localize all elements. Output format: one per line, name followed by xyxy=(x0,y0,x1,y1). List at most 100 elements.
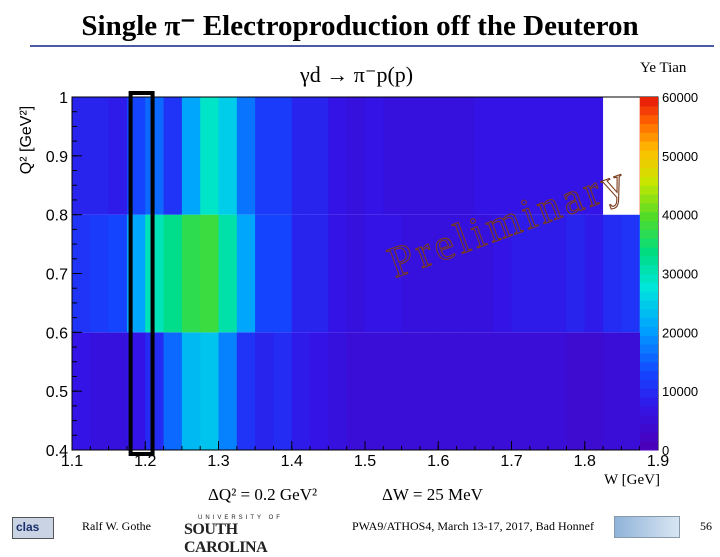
heatmap-cell xyxy=(181,332,201,450)
heatmap-cell xyxy=(621,332,641,450)
colorbar-segment xyxy=(640,335,658,345)
heatmap-cell xyxy=(236,214,256,333)
heatmap-cell xyxy=(383,214,403,333)
heatmap-cell xyxy=(401,332,421,450)
colorbar-segment xyxy=(640,229,658,239)
heatmap-cell xyxy=(529,214,549,333)
heatmap-cell xyxy=(181,97,201,215)
colorbar-segment xyxy=(640,370,658,380)
heatmap-cell xyxy=(365,214,384,333)
usc-logo-top: UNIVERSITY OF xyxy=(198,515,283,521)
heatmap-cell xyxy=(365,332,384,450)
heatmap-cell xyxy=(200,332,219,450)
x-tick-label: 1.5 xyxy=(354,453,376,470)
colorbar-segment xyxy=(640,282,658,292)
heatmap-cell xyxy=(90,214,110,333)
heatmap-cell xyxy=(401,214,421,333)
colorbar-segment xyxy=(640,441,658,451)
colorbar-segment xyxy=(640,114,658,124)
colorbar-segment xyxy=(640,202,658,213)
heatmap-cell xyxy=(603,97,622,215)
heatmap-cell xyxy=(511,214,531,333)
colorbar-segment xyxy=(640,299,658,310)
delta-w-label: ΔW = 25 MeV xyxy=(382,485,483,504)
heatmap-cell xyxy=(328,214,348,333)
colorbar-segment xyxy=(640,379,658,389)
colorbar-segment xyxy=(640,291,658,301)
colorbar-segment xyxy=(640,105,658,116)
heatmap-cell xyxy=(218,214,238,333)
heatmap-cells xyxy=(72,97,659,450)
heatmap-cell xyxy=(566,214,586,333)
heatmap-cell xyxy=(108,214,128,333)
heatmap-cell xyxy=(273,214,293,333)
colorbar-segment xyxy=(640,264,658,274)
colorbar-segment xyxy=(640,326,658,336)
colorbar-segment xyxy=(640,149,658,160)
heatmap-cell xyxy=(346,97,366,215)
colorbar-tick-label: 60000 xyxy=(662,90,698,105)
heatmap-cell xyxy=(584,97,604,215)
heatmap-cell xyxy=(145,214,164,333)
reaction-label: γd → π⁻p(p) xyxy=(300,62,414,87)
heatmap-cell xyxy=(584,214,604,333)
clas-logo: clas xyxy=(12,517,54,539)
heatmap-cell xyxy=(108,97,128,215)
colorbar-segment xyxy=(640,176,658,186)
colorbar-segment xyxy=(640,352,658,363)
colorbar-tick-label: 40000 xyxy=(662,208,698,223)
conference-logo xyxy=(614,516,680,538)
heatmap-cell xyxy=(145,332,164,450)
colorbar-segment xyxy=(640,97,658,107)
title-underline xyxy=(30,45,714,47)
usc-logo: UNIVERSITY OF SOUTH CAROLINA xyxy=(184,515,308,556)
colorbar-segment xyxy=(640,397,658,407)
heatmap-cell xyxy=(163,97,183,215)
heatmap-cell xyxy=(328,332,348,450)
heatmap-cell xyxy=(255,214,274,333)
heatmap-cell xyxy=(291,214,311,333)
colorbar-segment xyxy=(640,132,658,142)
heatmap-cell xyxy=(621,214,641,333)
usc-logo-main: SOUTH CAROLINA xyxy=(184,521,268,556)
heatmap-cell xyxy=(438,214,457,333)
colorbar-tick-label: 20000 xyxy=(662,325,698,340)
colorbar-segment xyxy=(640,308,658,319)
heatmap-cell xyxy=(383,332,403,450)
heatmap-cell xyxy=(493,97,512,215)
heatmap-cell xyxy=(621,97,641,215)
colorbar-tick-label: 10000 xyxy=(662,384,698,399)
y-tick-label: 0.4 xyxy=(46,443,68,460)
heatmap-cell xyxy=(401,97,421,215)
heatmap-cell xyxy=(200,97,219,215)
heatmap-cell xyxy=(438,332,457,450)
heatmap-cell xyxy=(419,214,439,333)
heatmap-cell xyxy=(255,332,274,450)
heatmap-chart: 1.1 1.2 1.3 1.4 1.5 1.6 1.7 1.8 1.9 0.4 0.5 0.6 0.7 0… xyxy=(18,90,698,470)
heatmap-cell xyxy=(291,332,311,450)
heatmap-cell xyxy=(108,332,128,450)
x-tick-label: 1.1 xyxy=(61,453,83,470)
heatmap-cell xyxy=(419,97,439,215)
colorbar-segment xyxy=(640,167,658,177)
colorbar-segment xyxy=(640,361,658,372)
heatmap-cell xyxy=(310,214,329,333)
y-tick-label: 0.6 xyxy=(46,325,68,342)
heatmap-cell xyxy=(474,214,494,333)
x-tick-label: 1.7 xyxy=(500,453,522,470)
heatmap-cell xyxy=(548,332,567,450)
heatmap-cell xyxy=(511,97,531,215)
footer-author: Ralf W. Gothe xyxy=(82,519,151,533)
heatmap-cell xyxy=(346,332,366,450)
heatmap-cell xyxy=(493,214,512,333)
heatmap-cell xyxy=(438,97,457,215)
y-tick-label: 0.9 xyxy=(46,149,68,166)
heatmap-cell xyxy=(548,97,567,215)
heatmap-cell xyxy=(456,214,476,333)
delta-q2-label: ΔQ² = 0.2 GeV² xyxy=(208,485,318,504)
colorbar-segment xyxy=(640,247,658,257)
colorbar: 0 10000 20000 30000 40000 50000 60000 xyxy=(640,90,698,458)
heatmap-cell xyxy=(291,97,311,215)
colorbar-segment xyxy=(640,317,658,327)
colorbar-tick-label: 50000 xyxy=(662,149,698,164)
